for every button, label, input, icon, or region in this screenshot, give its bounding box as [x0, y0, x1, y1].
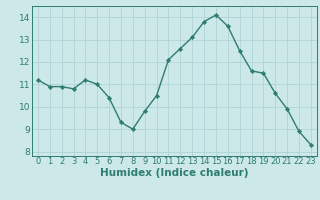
X-axis label: Humidex (Indice chaleur): Humidex (Indice chaleur)	[100, 168, 249, 178]
